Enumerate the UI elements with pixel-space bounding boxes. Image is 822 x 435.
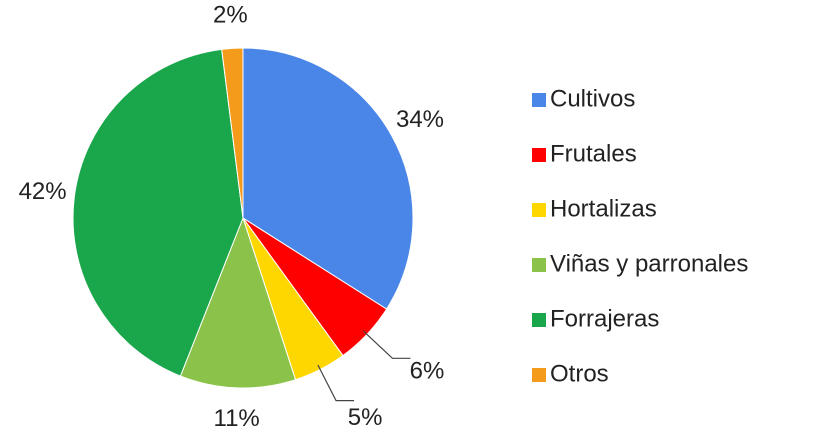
data-label: 42% <box>19 178 67 205</box>
pie-slice <box>179 216 297 389</box>
data-label: 34% <box>396 106 444 133</box>
pie-slice <box>72 48 244 377</box>
legend-swatch <box>532 148 546 162</box>
legend-swatch <box>532 313 546 327</box>
legend-label: Forrajeras <box>550 305 659 332</box>
legend-swatch <box>532 258 546 272</box>
leader-line <box>362 330 411 359</box>
data-label: 2% <box>213 2 248 29</box>
legend-label: Hortalizas <box>550 195 657 222</box>
legend-label: Viñas y parronales <box>550 250 748 277</box>
legend-label: Frutales <box>550 140 637 167</box>
legend-swatch <box>532 93 546 107</box>
legend-label: Otros <box>550 360 609 387</box>
data-label: 11% <box>214 405 260 432</box>
leader-line <box>317 364 355 402</box>
pie-slice <box>221 47 244 219</box>
legend-label: Cultivos <box>550 85 635 112</box>
data-label: 6% <box>410 357 445 384</box>
legend-swatch <box>532 368 546 382</box>
legend-swatch <box>532 203 546 217</box>
data-label: 5% <box>348 404 383 431</box>
pie-slice <box>242 47 414 310</box>
